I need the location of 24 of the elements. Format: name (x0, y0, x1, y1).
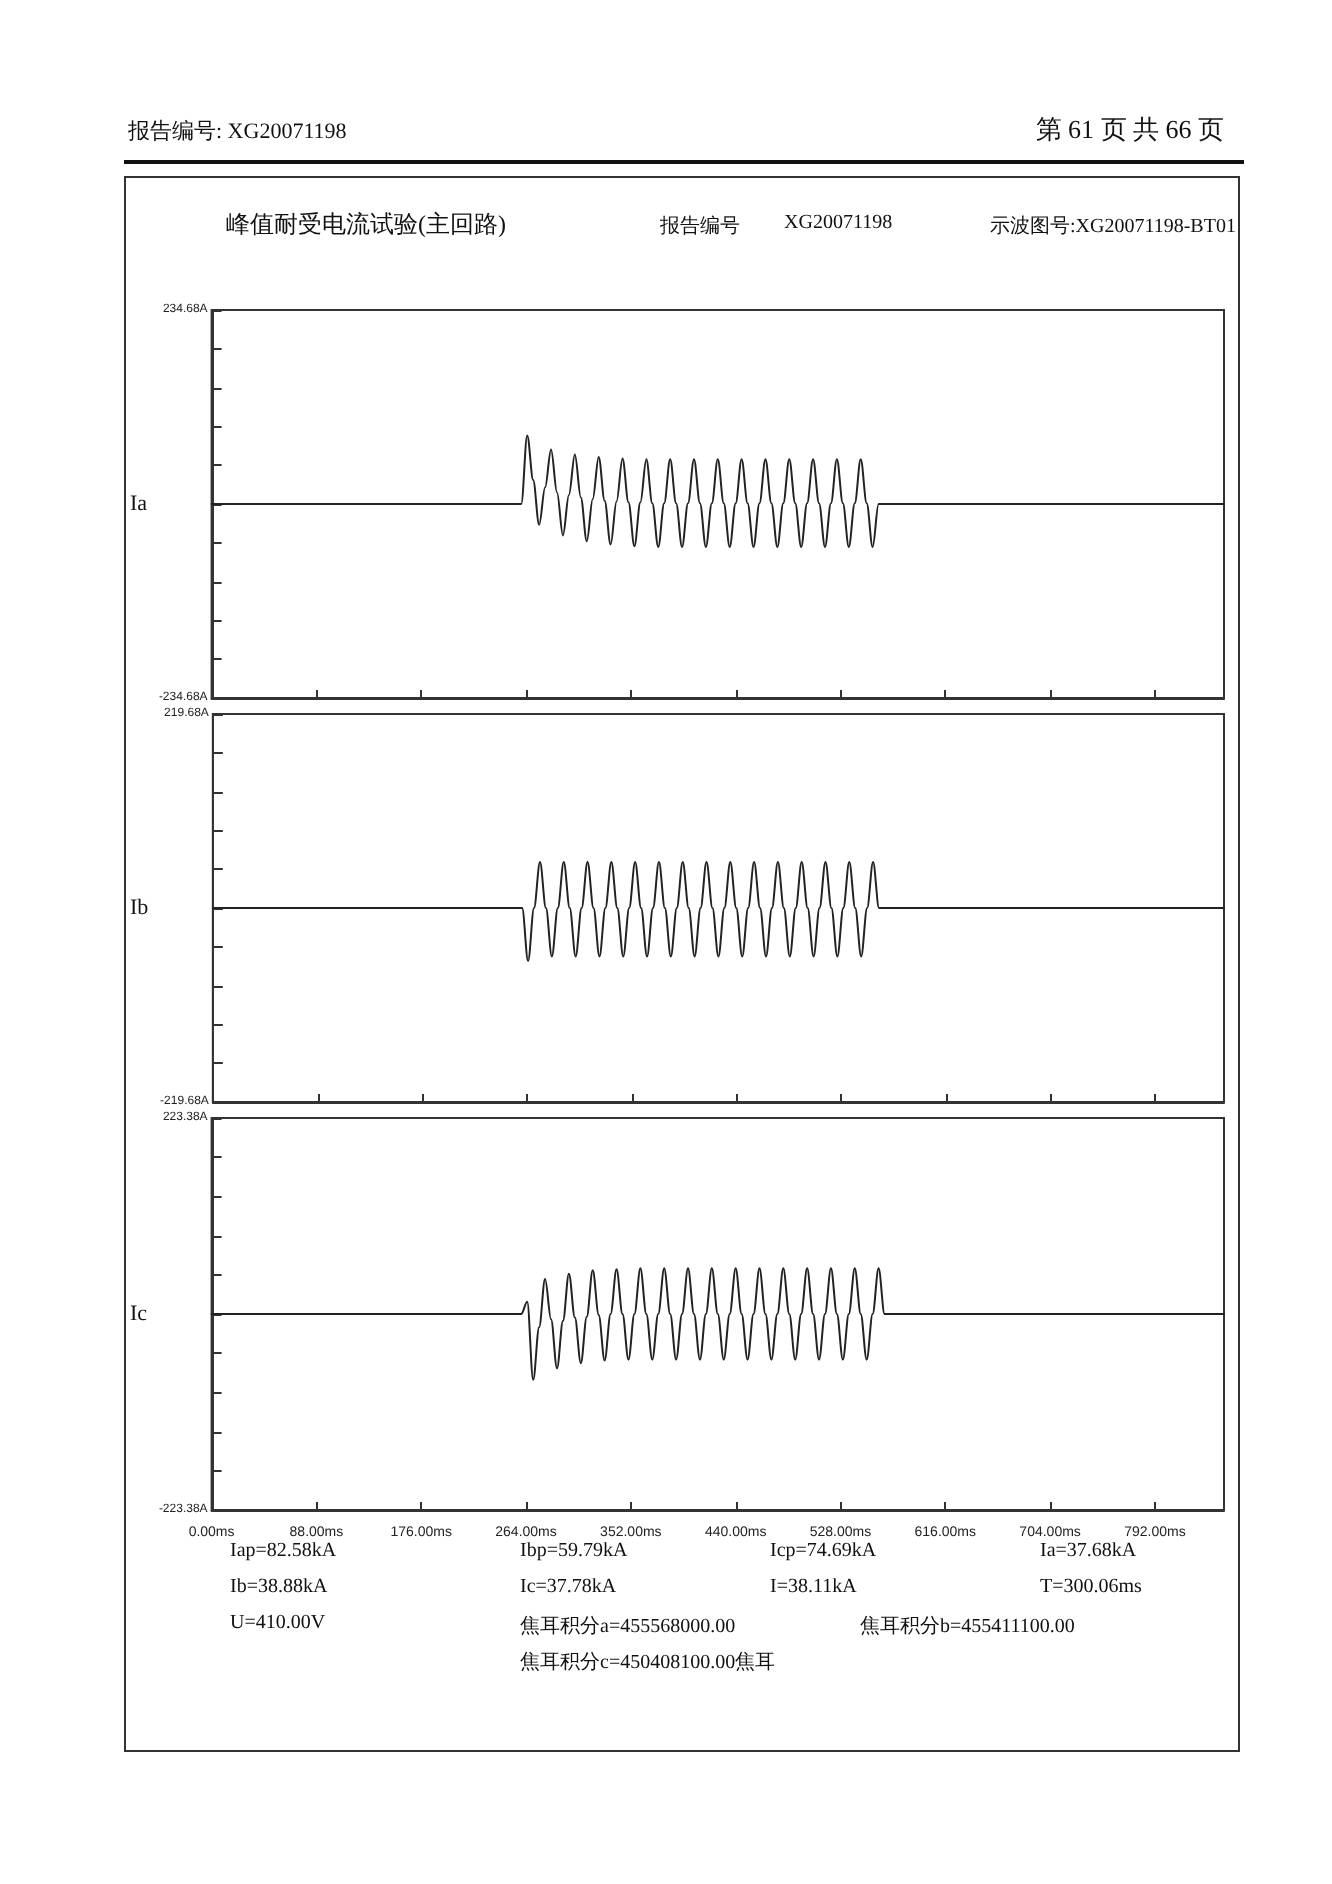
text: 报告编号 (660, 213, 740, 240)
y-axis-title: Ib (130, 896, 150, 920)
text: Iap=82.58kA (230, 1540, 337, 1562)
text: 第 61 页 共 66 页 (1035, 112, 1224, 148)
text: U=410.00V (230, 1612, 326, 1634)
line-series (211, 861, 1225, 962)
text: 示波图号:XG20071198-BT01 (990, 213, 1236, 240)
text: Icp=74.69kA (770, 1540, 877, 1562)
text: Ibp=59.79kA (520, 1540, 628, 1562)
text: 焦耳积分a=455568000.00 (520, 1614, 736, 1640)
line-series (210, 434, 1225, 548)
y-axis-title: Ic (130, 1302, 148, 1326)
text: XG20071198 (784, 212, 893, 234)
line-series (210, 1267, 1225, 1381)
text: T=300.06ms (1040, 1576, 1142, 1598)
chart-title: 峰值耐受电流试验(主回路) (226, 208, 506, 242)
text: Ic=37.78kA (520, 1576, 617, 1598)
text: Ib=38.88kA (230, 1576, 328, 1598)
text: 报告编号: XG20071198 (128, 117, 347, 146)
text: 焦耳积分b=455411100.00 (860, 1614, 1075, 1640)
text: Ia=37.68kA (1040, 1540, 1137, 1562)
text: 焦耳积分c=450408100.00焦耳 (520, 1650, 776, 1676)
text: I=38.11kA (770, 1576, 857, 1598)
y-axis-title: Ia (130, 492, 148, 516)
